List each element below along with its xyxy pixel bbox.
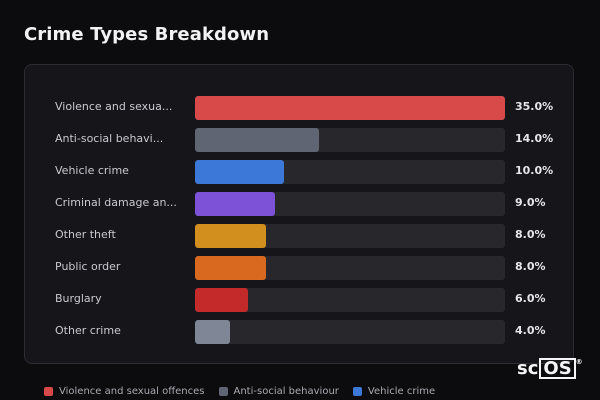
category-label: Other theft — [55, 228, 116, 241]
category-label: Burglary — [55, 292, 102, 305]
value-label: 10.0% — [515, 164, 554, 177]
legend-label: Vehicle crime — [367, 386, 436, 397]
bar-row: Criminal damage an... 9.0% — [25, 192, 575, 216]
value-label: 35.0% — [515, 100, 554, 113]
legend-swatch — [352, 387, 362, 396]
category-label: Anti-social behavi... — [55, 132, 164, 145]
legend-swatch — [44, 387, 53, 396]
legend-label: Violence and sexual offences — [59, 386, 205, 397]
bar — [195, 256, 266, 280]
bar — [195, 96, 505, 120]
bar-row: Anti-social behavi... 14.0% — [25, 128, 575, 152]
bar-row: Other crime 4.0% — [25, 320, 575, 344]
bar — [195, 320, 230, 344]
bar — [195, 128, 319, 152]
bar-row: Other theft 8.0% — [25, 224, 575, 248]
value-label: 8.0% — [515, 228, 546, 241]
category-label: Public order — [55, 260, 121, 273]
logo-boxed: OS — [539, 358, 576, 379]
bar — [195, 160, 284, 184]
bar-row: Burglary 6.0% — [25, 288, 575, 312]
value-label: 14.0% — [515, 132, 554, 145]
chart-title: Crime Types Breakdown — [24, 24, 270, 45]
category-label: Vehicle crime — [55, 164, 129, 177]
legend-item: Anti-social behaviour — [218, 386, 339, 397]
bar-track — [195, 192, 505, 216]
value-label: 6.0% — [515, 292, 546, 305]
bar-row: Public order 8.0% — [25, 256, 575, 280]
bar — [195, 288, 248, 312]
scos-logo: sc OS ® — [517, 358, 583, 379]
category-label: Violence and sexua... — [55, 100, 173, 113]
bar-track — [195, 288, 505, 312]
value-label: 9.0% — [515, 196, 546, 209]
bar — [195, 192, 275, 216]
legend-label: Anti-social behaviour — [233, 386, 339, 397]
bar-track — [195, 224, 505, 248]
value-label: 4.0% — [515, 324, 546, 337]
chart-panel: Violence and sexua... 35.0% Anti-social be… — [24, 64, 574, 364]
bar-row: Violence and sexua... 35.0% — [25, 96, 575, 120]
bar-track — [195, 128, 505, 152]
category-label: Other crime — [55, 324, 121, 337]
legend-item: Vehicle crime — [352, 386, 436, 397]
bar-track — [195, 160, 505, 184]
bar-track — [195, 96, 505, 120]
category-label: Criminal damage an... — [55, 196, 177, 209]
value-label: 8.0% — [515, 260, 546, 273]
bar-track — [195, 320, 505, 344]
legend-swatch — [218, 387, 228, 396]
bar-row: Vehicle crime 10.0% — [25, 160, 575, 184]
legend-item: Violence and sexual offences — [44, 386, 205, 397]
bar — [195, 224, 266, 248]
legend: Violence and sexual offences Anti-social … — [44, 386, 435, 397]
logo-prefix: sc — [517, 358, 539, 379]
bar-track — [195, 256, 505, 280]
logo-registered-mark: ® — [575, 358, 583, 366]
